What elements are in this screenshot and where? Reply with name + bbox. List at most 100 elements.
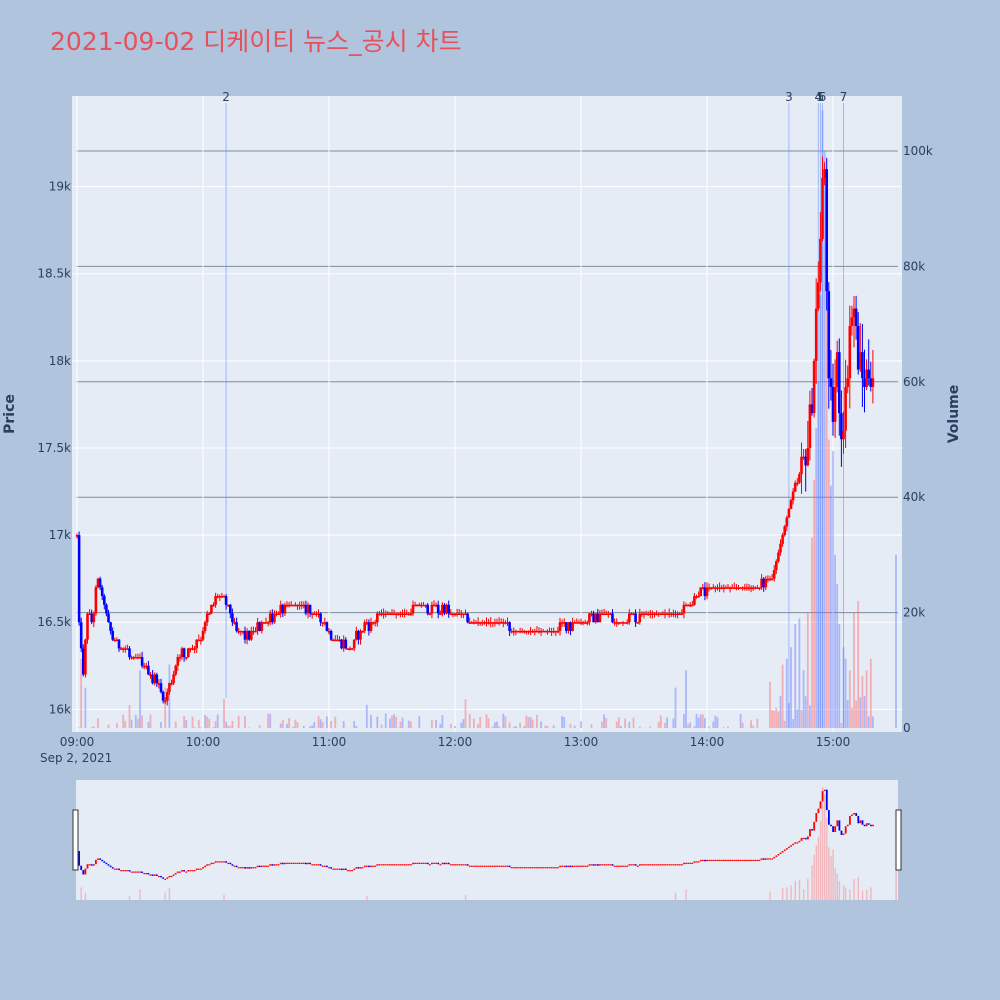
mini-candle <box>202 867 204 869</box>
candle-body <box>315 613 318 616</box>
candle-body <box>571 622 574 631</box>
mini-candle <box>613 865 616 867</box>
mini-volume-bar <box>811 865 813 900</box>
candle-body <box>422 604 425 607</box>
mini-candle <box>790 845 792 847</box>
mini-volume-bar <box>674 892 677 900</box>
mini-candle <box>491 865 494 867</box>
candle-body <box>409 613 413 616</box>
candle-body <box>499 622 503 624</box>
mini-candle <box>722 859 725 862</box>
volume-bar <box>848 670 851 728</box>
volume-bar <box>464 699 467 728</box>
mini-candle <box>279 862 282 865</box>
mini-candle <box>160 875 162 878</box>
volume-bar <box>296 721 299 728</box>
volume-bar <box>672 718 675 728</box>
volume-bar <box>137 718 139 728</box>
mini-candle <box>628 864 631 866</box>
range-slider-right-handle[interactable] <box>895 809 902 871</box>
mini-candle <box>594 864 597 866</box>
candle-body <box>720 587 723 589</box>
mini-candle <box>735 859 738 862</box>
mini-candle <box>710 859 713 862</box>
candle-body <box>103 596 106 605</box>
mini-candle <box>414 862 417 864</box>
volume-bar <box>802 670 805 728</box>
range-slider-left-handle[interactable] <box>72 809 79 871</box>
candle-body <box>577 622 581 624</box>
volume-bar <box>790 647 792 728</box>
volume-bar <box>141 715 143 728</box>
mini-candle <box>846 824 849 827</box>
candle-body <box>709 587 713 589</box>
main-plot-area[interactable] <box>72 96 902 732</box>
mini-candle <box>460 864 463 866</box>
mini-candle <box>872 824 874 827</box>
mini-candle <box>653 864 656 866</box>
candle-body <box>359 630 362 640</box>
volume-bar <box>674 687 677 728</box>
range-slider-preview <box>76 787 897 900</box>
mini-candle <box>752 859 755 862</box>
mini-candle <box>834 826 837 833</box>
candle-body <box>384 613 387 616</box>
mini-candle <box>128 870 131 872</box>
candle-body <box>787 508 791 518</box>
candle-body <box>525 630 528 633</box>
mini-volume-bar <box>832 849 834 900</box>
mini-candle <box>351 870 354 872</box>
mini-candle <box>670 864 673 866</box>
candle-body <box>243 630 247 640</box>
mini-candle <box>452 864 454 866</box>
mini-candle <box>172 874 175 876</box>
volume-bar <box>867 716 870 728</box>
volume-bar <box>798 618 801 728</box>
range-slider[interactable] <box>76 780 898 900</box>
volume-bar <box>527 717 530 728</box>
mini-candle <box>118 868 120 871</box>
mini-candle <box>319 864 322 866</box>
mini-candle <box>777 853 780 856</box>
candle-body <box>537 630 541 633</box>
mini-candle <box>164 878 167 881</box>
candle-body <box>239 630 243 633</box>
mini-candle <box>113 868 116 870</box>
candle-body <box>546 630 549 633</box>
mini-candle <box>391 864 393 866</box>
mini-volume-bar <box>830 855 832 900</box>
candle-body <box>403 613 406 616</box>
candle-body <box>229 604 232 614</box>
mini-candle <box>242 867 244 869</box>
candle-body <box>714 587 717 589</box>
mini-candle <box>353 868 356 871</box>
candle-body <box>485 622 488 624</box>
mini-candle <box>265 865 267 867</box>
volume-bar <box>512 726 515 728</box>
candle-body <box>111 630 114 640</box>
mini-candle <box>456 864 459 866</box>
volume-bar <box>785 658 788 728</box>
volume-bar <box>628 721 631 728</box>
candle-body <box>676 613 679 616</box>
mini-candle <box>470 865 473 867</box>
volume-bar <box>657 721 660 728</box>
mini-candle <box>399 864 402 866</box>
mini-candle <box>510 867 513 869</box>
volume-tick-label: 100k <box>903 144 933 158</box>
time-tick-label: 14:00 <box>690 735 725 749</box>
mini-candle <box>296 862 299 864</box>
mini-candle <box>286 862 288 864</box>
volume-bar <box>399 721 402 728</box>
candle-body <box>560 622 564 624</box>
volume-bar <box>739 713 742 728</box>
mini-candle <box>607 864 610 866</box>
candle-body <box>210 604 213 614</box>
candle-body <box>468 622 471 624</box>
mini-volume-bar <box>168 888 171 900</box>
candle-body <box>655 613 658 616</box>
mini-candle <box>527 867 530 869</box>
volume-bar <box>863 696 866 728</box>
candle-body <box>835 352 839 387</box>
